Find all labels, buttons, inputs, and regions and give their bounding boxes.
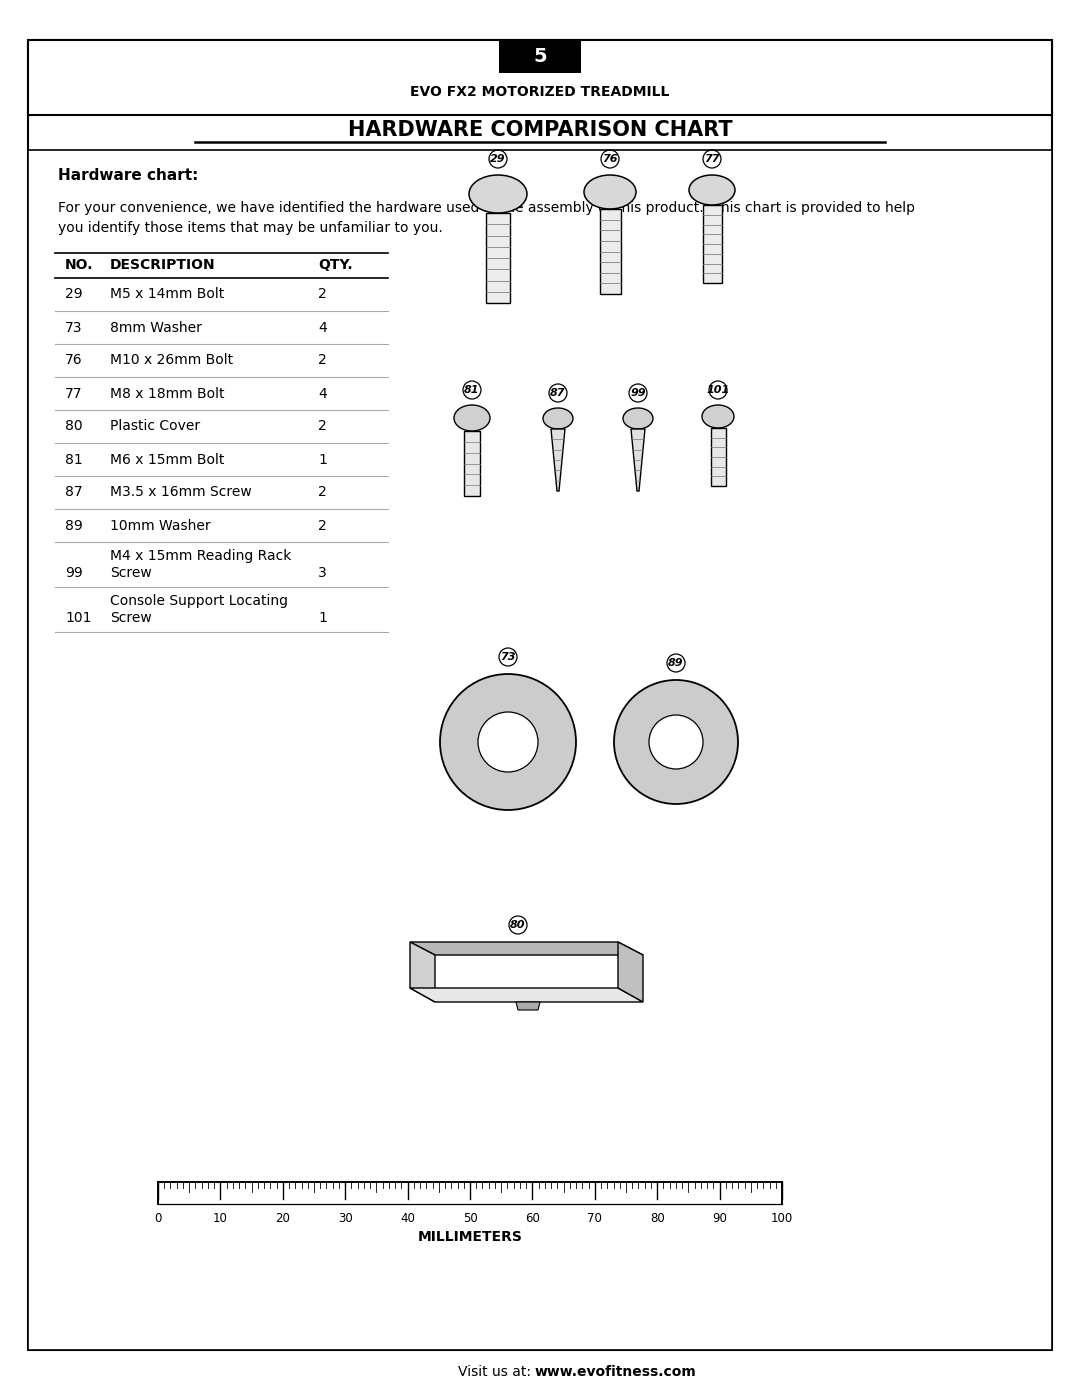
Text: Console Support Locating: Console Support Locating [110, 594, 288, 609]
Ellipse shape [689, 175, 735, 205]
Text: 1: 1 [318, 610, 327, 624]
Text: M8 x 18mm Bolt: M8 x 18mm Bolt [110, 387, 225, 401]
Text: www.evofitness.com: www.evofitness.com [535, 1365, 697, 1379]
Text: 60: 60 [525, 1213, 540, 1225]
Polygon shape [410, 942, 643, 956]
Bar [711, 427, 726, 486]
Text: 89: 89 [669, 658, 684, 668]
Text: 29: 29 [65, 288, 83, 302]
Bar [464, 432, 480, 496]
Text: M3.5 x 16mm Screw: M3.5 x 16mm Screw [110, 486, 252, 500]
Text: 8mm Washer: 8mm Washer [110, 320, 202, 334]
Text: 99: 99 [65, 566, 83, 580]
Text: 10mm Washer: 10mm Washer [110, 518, 211, 532]
Text: 89: 89 [65, 518, 83, 532]
Text: 2: 2 [318, 353, 327, 367]
Text: 77: 77 [65, 387, 82, 401]
Text: 4: 4 [318, 387, 327, 401]
Text: M4 x 15mm Reading Rack: M4 x 15mm Reading Rack [110, 549, 292, 563]
Text: Screw: Screw [110, 566, 152, 580]
Text: 40: 40 [401, 1213, 415, 1225]
Text: For your convenience, we have identified the hardware used in the assembly of th: For your convenience, we have identified… [58, 201, 915, 215]
Text: 4: 4 [318, 320, 327, 334]
Text: 1: 1 [318, 453, 327, 467]
Circle shape [440, 673, 576, 810]
FancyBboxPatch shape [499, 41, 581, 73]
Circle shape [649, 715, 703, 768]
Text: Screw: Screw [110, 610, 152, 624]
Text: 87: 87 [550, 388, 566, 398]
FancyBboxPatch shape [28, 149, 1052, 1350]
Text: Plastic Cover: Plastic Cover [110, 419, 200, 433]
Ellipse shape [469, 175, 527, 212]
Polygon shape [516, 1002, 540, 1010]
Circle shape [478, 712, 538, 773]
Polygon shape [551, 429, 565, 490]
Text: 80: 80 [510, 921, 526, 930]
Polygon shape [410, 942, 435, 1002]
Text: 0: 0 [154, 1213, 162, 1225]
Text: HARDWARE COMPARISON CHART: HARDWARE COMPARISON CHART [348, 120, 732, 140]
Text: NO.: NO. [65, 258, 94, 272]
Ellipse shape [702, 405, 734, 427]
Text: 76: 76 [65, 353, 83, 367]
Ellipse shape [584, 175, 636, 210]
Polygon shape [618, 942, 643, 1002]
Polygon shape [631, 429, 645, 490]
Text: 101: 101 [65, 610, 92, 624]
Text: 81: 81 [65, 453, 83, 467]
Ellipse shape [623, 408, 653, 429]
Text: MILLIMETERS: MILLIMETERS [418, 1229, 523, 1243]
Text: M6 x 15mm Bolt: M6 x 15mm Bolt [110, 453, 225, 467]
Text: 81: 81 [464, 386, 480, 395]
Text: 2: 2 [318, 486, 327, 500]
Text: 30: 30 [338, 1213, 352, 1225]
Text: 90: 90 [712, 1213, 727, 1225]
Text: 99: 99 [631, 388, 646, 398]
Text: Hardware chart:: Hardware chart: [58, 168, 199, 183]
FancyBboxPatch shape [28, 41, 1052, 115]
Bar [599, 210, 621, 293]
Text: you identify those items that may be unfamiliar to you.: you identify those items that may be unf… [58, 221, 443, 235]
FancyBboxPatch shape [28, 41, 1052, 1350]
Bar [486, 212, 510, 303]
Ellipse shape [454, 405, 490, 432]
Text: DESCRIPTION: DESCRIPTION [110, 258, 216, 272]
Text: 73: 73 [65, 320, 82, 334]
Text: 70: 70 [588, 1213, 603, 1225]
Ellipse shape [543, 408, 573, 429]
Text: Visit us at:: Visit us at: [458, 1365, 535, 1379]
Text: 80: 80 [65, 419, 83, 433]
Circle shape [615, 680, 738, 805]
Text: 73: 73 [500, 652, 516, 662]
Text: 50: 50 [462, 1213, 477, 1225]
Text: QTY.: QTY. [318, 258, 353, 272]
Text: 2: 2 [318, 518, 327, 532]
Text: 20: 20 [275, 1213, 291, 1225]
Text: 2: 2 [318, 288, 327, 302]
Text: 101: 101 [706, 386, 730, 395]
Text: 2: 2 [318, 419, 327, 433]
Text: 76: 76 [603, 154, 618, 163]
Text: 3: 3 [318, 566, 327, 580]
Text: 87: 87 [65, 486, 83, 500]
Text: 100: 100 [771, 1213, 793, 1225]
Text: 29: 29 [490, 154, 505, 163]
Text: 5: 5 [534, 47, 546, 66]
Text: M5 x 14mm Bolt: M5 x 14mm Bolt [110, 288, 225, 302]
Text: M10 x 26mm Bolt: M10 x 26mm Bolt [110, 353, 233, 367]
Text: 80: 80 [650, 1213, 664, 1225]
Text: EVO FX2 MOTORIZED TREADMILL: EVO FX2 MOTORIZED TREADMILL [410, 85, 670, 99]
Text: 10: 10 [213, 1213, 228, 1225]
Text: 77: 77 [704, 154, 719, 163]
Polygon shape [410, 988, 643, 1002]
Bar [702, 205, 721, 284]
